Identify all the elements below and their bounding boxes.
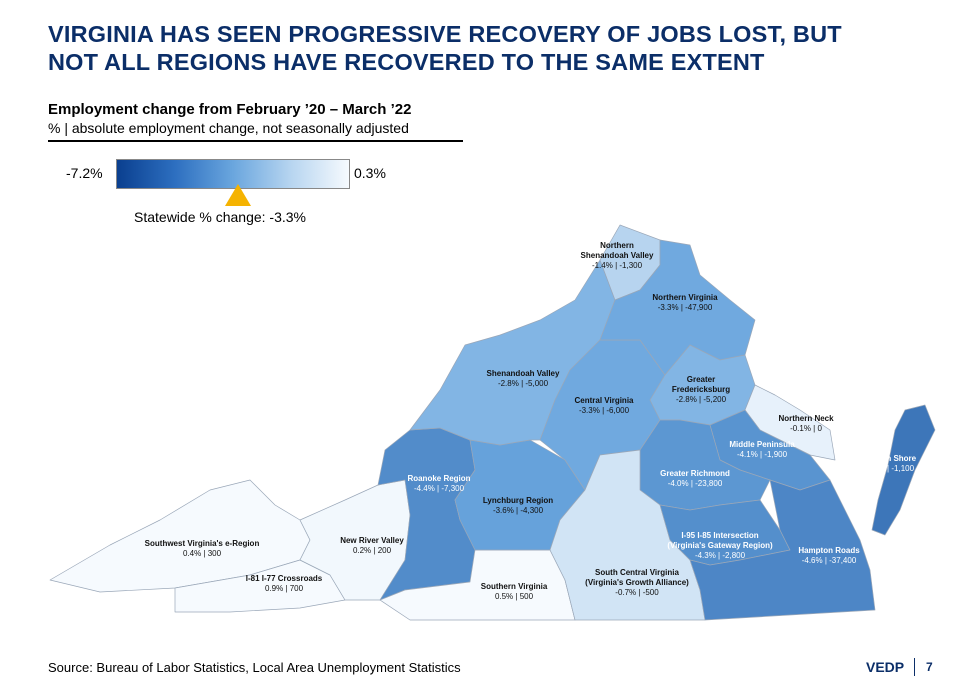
- region-name: New River Valley: [340, 536, 404, 545]
- region-value: 0.4% | 300: [182, 549, 222, 558]
- region-value: -4.6% | -37,400: [801, 556, 857, 565]
- source-note: Source: Bureau of Labor Statistics, Loca…: [48, 660, 461, 675]
- region-name: Hampton Roads: [798, 546, 860, 555]
- region-name: Middle Peninsula: [729, 440, 795, 449]
- region-value: -1.4% | -1,300: [591, 261, 643, 270]
- region-name: Southern Virginia: [480, 582, 548, 591]
- region-name: Southwest Virginia's e-Region: [144, 539, 260, 548]
- region-value: -2.8% | -5,000: [497, 379, 549, 388]
- region-value: -5.2% | -1,100: [863, 464, 915, 473]
- region-value: -2.8% | -5,200: [675, 395, 727, 404]
- label-hampton-roads: Hampton Roads -4.6% | -37,400: [798, 546, 859, 566]
- region-eastern-shore: [871, 404, 936, 536]
- label-middle-peninsula: Middle Peninsula -4.1% | -1,900: [729, 440, 794, 460]
- region-name: Lynchburg Region: [482, 496, 554, 505]
- label-shenandoah: Shenandoah Valley -2.8% | -5,000: [487, 369, 560, 389]
- chart-units: % | absolute employment change, not seas…: [48, 120, 409, 136]
- region-name: South Central Virginia (Virginia's Growt…: [585, 568, 689, 587]
- region-name: Northern Neck: [778, 414, 834, 423]
- vedp-logo: VEDP: [866, 659, 905, 675]
- region-value: 0.2% | 200: [352, 546, 392, 555]
- region-name: Shenandoah Valley: [486, 369, 560, 378]
- label-roanoke: Roanoke Region -4.4% | -7,300: [407, 474, 470, 494]
- region-name: I-95 I-85 Intersection (Virginia's Gatew…: [667, 531, 773, 550]
- label-northern-shenandoah: Northern Shenandoah Valley -1.4% | -1,30…: [581, 241, 654, 271]
- label-south-central: South Central Virginia (Virginia's Growt…: [585, 568, 689, 598]
- region-name: I-81 I-77 Crossroads: [245, 574, 323, 583]
- region-value: -3.3% | -47,900: [657, 303, 713, 312]
- region-name: Roanoke Region: [407, 474, 471, 483]
- region-value: -0.7% | -500: [615, 588, 659, 597]
- region-value: 0.9% | 700: [264, 584, 304, 593]
- statewide-marker-triangle: [224, 184, 251, 206]
- label-new-river: New River Valley 0.2% | 200: [340, 536, 404, 556]
- label-i95-i85: I-95 I-85 Intersection (Virginia's Gatew…: [667, 531, 772, 561]
- label-northern-neck: Northern Neck -0.1% | 0: [778, 414, 833, 434]
- region-value: -4.3% | -2,800: [694, 551, 746, 560]
- label-southern: Southern Virginia 0.5% | 500: [481, 582, 548, 602]
- label-richmond: Greater Richmond -4.0% | -23,800: [660, 469, 730, 489]
- region-name: Eastern Shore: [861, 454, 917, 463]
- label-southwest: Southwest Virginia's e-Region 0.4% | 300: [145, 539, 260, 559]
- region-name: Central Virginia: [574, 396, 634, 405]
- region-northern-virginia: [599, 239, 756, 376]
- region-value: -0.1% | 0: [790, 424, 822, 433]
- legend-min-label: -7.2%: [66, 165, 103, 181]
- region-value: -4.1% | -1,900: [736, 450, 788, 459]
- title-line-1: VIRGINIA HAS SEEN PROGRESSIVE RECOVERY O…: [48, 21, 842, 47]
- statewide-change-label: Statewide % change: -3.3%: [134, 209, 306, 225]
- region-value: -4.0% | -23,800: [667, 479, 723, 488]
- region-hampton-roads: [689, 479, 876, 621]
- region-value: -3.3% | -6,000: [578, 406, 630, 415]
- chart-subtitle: Employment change from February ’20 – Ma…: [48, 101, 412, 118]
- region-name: Greater Richmond: [660, 469, 730, 478]
- label-eastern-shore: Eastern Shore -5.2% | -1,100: [862, 454, 916, 474]
- legend-max-label: 0.3%: [354, 165, 386, 181]
- label-central: Central Virginia -3.3% | -6,000: [575, 396, 634, 416]
- chart-heading: Employment change from February ’20 – Ma…: [48, 101, 463, 142]
- label-fredericksburg: Greater Fredericksburg -2.8% | -5,200: [672, 375, 730, 405]
- region-value: 0.5% | 500: [494, 592, 534, 601]
- slide-title: VIRGINIA HAS SEEN PROGRESSIVE RECOVERY O…: [48, 20, 928, 76]
- title-line-2: NOT ALL REGIONS HAVE RECOVERED TO THE SA…: [48, 49, 765, 75]
- region-name: Greater Fredericksburg: [671, 375, 731, 394]
- region-name: Northern Virginia: [652, 293, 718, 302]
- region-name: Northern Shenandoah Valley: [580, 241, 654, 260]
- region-value: -4.4% | -7,300: [413, 484, 465, 493]
- label-i81-i77: I-81 I-77 Crossroads 0.9% | 700: [246, 574, 322, 594]
- label-northern-virginia: Northern Virginia -3.3% | -47,900: [652, 293, 717, 313]
- page-number: 7: [926, 660, 933, 674]
- footer-divider: [914, 658, 915, 676]
- label-lynchburg: Lynchburg Region -3.6% | -4,300: [483, 496, 553, 516]
- region-value: -3.6% | -4,300: [492, 506, 544, 515]
